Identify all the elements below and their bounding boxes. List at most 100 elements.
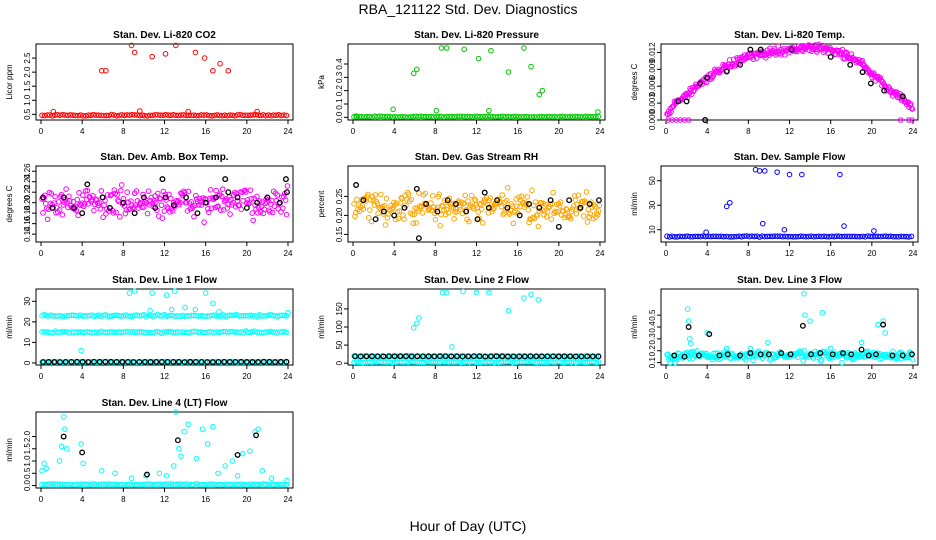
data-point (452, 209, 458, 215)
data-point (677, 233, 683, 240)
x-tick-label: 8 (121, 372, 126, 381)
data-point (144, 113, 151, 119)
data-point (170, 463, 177, 469)
data-point (147, 481, 153, 487)
data-point (156, 470, 163, 477)
data-point (364, 113, 370, 120)
x-tick-label: 12 (785, 372, 794, 381)
data-point (438, 45, 445, 51)
data-point (817, 358, 824, 364)
data-point (366, 113, 373, 120)
x-tick-label: 12 (160, 495, 169, 504)
data-point (100, 214, 106, 221)
x-tick-label: 0 (39, 495, 44, 504)
data-point (191, 112, 197, 118)
data-point (715, 233, 722, 240)
data-point (792, 233, 799, 240)
data-point (142, 481, 148, 488)
mean-point (255, 359, 262, 365)
data-point (115, 197, 121, 204)
data-point (505, 307, 512, 314)
data-point (846, 233, 853, 240)
mean-point (527, 353, 534, 360)
panel-title: Stan. Dev. Sample Flow (734, 152, 846, 163)
data-point (157, 481, 164, 488)
data-point (408, 196, 415, 203)
x-tick-label: 4 (705, 127, 710, 136)
mean-point (380, 208, 387, 215)
data-point (823, 233, 830, 240)
x-tick-label: 12 (785, 249, 794, 258)
data-point (908, 105, 915, 112)
mean-point (107, 204, 113, 211)
y-tick-label: 0.3 (648, 333, 657, 345)
data-point (460, 288, 466, 295)
x-tick-label: 8 (746, 372, 751, 381)
data-point (562, 114, 568, 120)
data-point (777, 233, 784, 240)
panel-7: Stan. Dev. Line 1 Flow 0 4 8 12 16 20 24 0 10 20 30… (5, 275, 294, 381)
y-axis-label: ml/min (630, 315, 639, 339)
data-point (433, 113, 440, 120)
data-point (242, 112, 249, 119)
data-point (245, 112, 251, 119)
mean-point (521, 353, 528, 360)
data-point (556, 202, 563, 209)
data-point (497, 113, 504, 120)
panel-title: Stan. Dev. Line 1 Flow (112, 275, 217, 286)
y-tick-label: 2.0 (23, 66, 32, 78)
data-point (756, 234, 763, 240)
data-point (392, 113, 398, 120)
data-point (685, 117, 692, 123)
data-point (255, 210, 261, 216)
y-tick-label: 0.24 (23, 173, 32, 189)
data-point (98, 188, 105, 194)
data-point (593, 353, 600, 360)
data-point (216, 112, 223, 119)
data-point (39, 112, 45, 119)
data-point (107, 192, 114, 199)
mean-point (96, 358, 103, 365)
data-point (540, 200, 546, 207)
data-point (268, 112, 274, 119)
mean-point (724, 351, 731, 358)
data-point (181, 428, 187, 435)
data-point (759, 220, 766, 227)
data-point (108, 481, 115, 488)
data-point (222, 463, 229, 469)
data-point (415, 208, 421, 214)
data-point (528, 291, 534, 298)
mean-point (787, 351, 794, 358)
data-point (405, 191, 412, 198)
mean-point (363, 353, 370, 360)
data-point (178, 481, 184, 487)
data-point (267, 209, 273, 215)
data-point (356, 113, 362, 120)
data-point (210, 423, 216, 430)
data-point (381, 202, 388, 209)
data-point (488, 47, 494, 54)
mean-point (408, 353, 415, 360)
data-point (234, 112, 241, 118)
mean-point (706, 331, 713, 338)
data-point (593, 113, 599, 120)
mean-point (232, 358, 239, 365)
data-point (85, 112, 92, 119)
data-point (238, 206, 244, 213)
data-point (40, 210, 46, 216)
data-point (723, 203, 730, 210)
data-point (247, 481, 254, 487)
data-point (471, 196, 478, 202)
data-point (595, 359, 602, 365)
mean-point (226, 358, 233, 365)
x-tick-label: 4 (392, 372, 397, 381)
data-point (818, 233, 825, 240)
mean-point (840, 350, 846, 357)
data-point (93, 112, 99, 118)
mean-point (453, 353, 460, 360)
mean-point (572, 353, 579, 360)
data-point (41, 460, 47, 467)
data-point (193, 112, 200, 119)
data-point (210, 67, 216, 74)
